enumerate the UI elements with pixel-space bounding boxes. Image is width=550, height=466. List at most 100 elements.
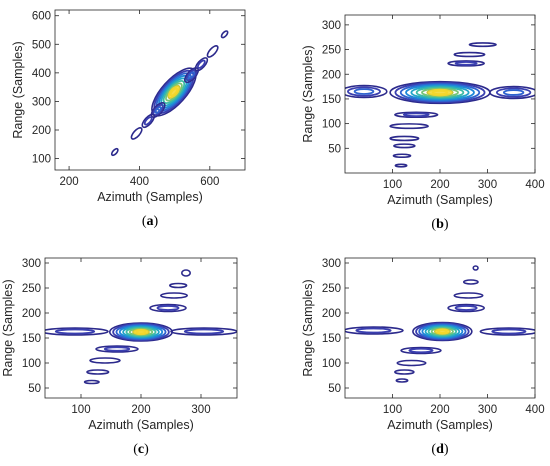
y-tick-label: 200 bbox=[22, 308, 41, 320]
x-axis-label: Azimuth (Samples) bbox=[97, 190, 203, 204]
y-tick-label: 200 bbox=[32, 125, 51, 137]
panel-caption: (a) bbox=[142, 214, 159, 229]
y-tick-label: 50 bbox=[28, 383, 41, 395]
x-tick-label: 200 bbox=[59, 176, 78, 188]
y-tick-label: 300 bbox=[32, 96, 51, 108]
contour-level-3 bbox=[115, 324, 167, 340]
contour-level-5 bbox=[410, 85, 470, 100]
contour-level-1 bbox=[110, 147, 119, 157]
contour-level-1 bbox=[160, 292, 189, 299]
contour-level-4 bbox=[421, 324, 464, 339]
y-tick-label: 300 bbox=[322, 258, 341, 270]
y-tick-label: 100 bbox=[322, 358, 341, 370]
contour-level-1 bbox=[345, 326, 404, 335]
contour-level-1 bbox=[489, 85, 535, 100]
contour-level-1 bbox=[394, 111, 439, 119]
contour-level-1 bbox=[184, 67, 200, 84]
plot-area bbox=[110, 30, 229, 157]
contour-level-2 bbox=[394, 81, 486, 104]
panel-c: 100 200 300 50 100 150 200 250 300 Azimuth (Sampl… bbox=[1, 257, 238, 457]
contour-level-1 bbox=[170, 327, 237, 336]
y-tick-label: 300 bbox=[322, 20, 341, 32]
contour-level-7 bbox=[421, 87, 459, 98]
y-tick-label: 200 bbox=[322, 69, 341, 81]
contour-level-1 bbox=[453, 292, 484, 299]
contour-level-1 bbox=[130, 127, 143, 140]
contour-level-1 bbox=[400, 346, 442, 355]
contour-level-2 bbox=[54, 328, 96, 335]
contour-level-2 bbox=[495, 87, 532, 98]
panel-caption: (d) bbox=[431, 442, 448, 457]
contour-level-2 bbox=[408, 347, 434, 354]
contour-level-2 bbox=[196, 59, 206, 69]
contour-level-1 bbox=[181, 269, 192, 277]
contour-level-1 bbox=[394, 163, 408, 168]
contour-level-1 bbox=[150, 101, 166, 119]
y-tick-label: 100 bbox=[32, 154, 51, 166]
panel-caption: (b) bbox=[431, 217, 448, 232]
contour-level-2 bbox=[355, 327, 392, 334]
panel-a: 200 400 600 100 200 300 400 500 600 Azimuth (Samp… bbox=[11, 9, 246, 229]
plot-area bbox=[345, 265, 535, 383]
panel-d: 100 200 300 400 50 100 150 200 250 300 Azimuth (Sa… bbox=[301, 257, 545, 457]
contour-level-4 bbox=[118, 324, 164, 340]
contour-level-1 bbox=[447, 303, 485, 313]
y-tick-label: 250 bbox=[322, 283, 341, 295]
contour-level-1 bbox=[447, 60, 485, 67]
contour-level-1 bbox=[220, 30, 229, 39]
x-tick-label: 400 bbox=[525, 179, 544, 191]
contour-level-1 bbox=[468, 42, 497, 48]
contour-level-2 bbox=[491, 328, 527, 335]
contour-level-1 bbox=[389, 135, 420, 142]
contour-level-3 bbox=[418, 323, 467, 340]
contour-level-2 bbox=[103, 346, 131, 352]
contour-level-1 bbox=[453, 51, 486, 58]
contour-level-7 bbox=[165, 82, 183, 102]
plot-area bbox=[345, 42, 535, 168]
contour-peak bbox=[133, 328, 149, 336]
contour-level-2 bbox=[402, 112, 430, 118]
contour-peak bbox=[427, 88, 453, 97]
contour-level-1 bbox=[396, 359, 427, 367]
contour-level-4 bbox=[405, 84, 475, 101]
x-tick-label: 200 bbox=[430, 404, 449, 416]
y-tick-label: 250 bbox=[322, 45, 341, 57]
x-tick-label: 200 bbox=[430, 179, 449, 191]
y-tick-label: 50 bbox=[328, 383, 341, 395]
y-tick-label: 50 bbox=[328, 143, 341, 155]
x-axis-label: Azimuth (Samples) bbox=[387, 193, 493, 207]
y-axis-label: Range (Samples) bbox=[301, 279, 315, 376]
y-tick-label: 250 bbox=[22, 283, 41, 295]
contour-level-2 bbox=[112, 323, 170, 341]
y-axis-label: Range (Samples) bbox=[11, 41, 25, 138]
panel-b: 100 200 300 400 50 100 150 200 250 300 Azimuth (Sa… bbox=[301, 14, 545, 232]
contour-level-2 bbox=[143, 116, 153, 126]
contour-level-1 bbox=[206, 45, 219, 58]
x-tick-label: 100 bbox=[383, 179, 402, 191]
contour-level-1 bbox=[479, 327, 535, 336]
x-tick-label: 400 bbox=[130, 176, 149, 188]
x-tick-label: 300 bbox=[478, 404, 497, 416]
contour-level-1 bbox=[83, 379, 100, 385]
y-tick-label: 400 bbox=[32, 68, 51, 80]
x-tick-label: 100 bbox=[383, 404, 402, 416]
contour-level-2 bbox=[415, 322, 470, 341]
contour-level-3 bbox=[353, 88, 375, 95]
y-tick-label: 500 bbox=[32, 39, 51, 51]
contour-level-1 bbox=[194, 57, 209, 72]
contour-level-5 bbox=[424, 325, 461, 338]
contour-level-3 bbox=[502, 89, 525, 96]
contour-level-3 bbox=[154, 106, 162, 114]
contour-level-1 bbox=[395, 378, 409, 383]
y-tick-label: 600 bbox=[32, 11, 51, 23]
contour-level-2 bbox=[347, 86, 381, 97]
contour-level-2 bbox=[454, 61, 478, 66]
x-tick-label: 100 bbox=[71, 404, 90, 416]
panel-caption: (c) bbox=[133, 442, 149, 457]
contour-level-1 bbox=[472, 265, 479, 271]
contour-level-6 bbox=[427, 326, 458, 337]
contour-level-1 bbox=[393, 143, 416, 149]
y-tick-label: 150 bbox=[322, 94, 341, 106]
contour-level-2 bbox=[454, 305, 478, 311]
contour-level-1 bbox=[45, 327, 109, 336]
